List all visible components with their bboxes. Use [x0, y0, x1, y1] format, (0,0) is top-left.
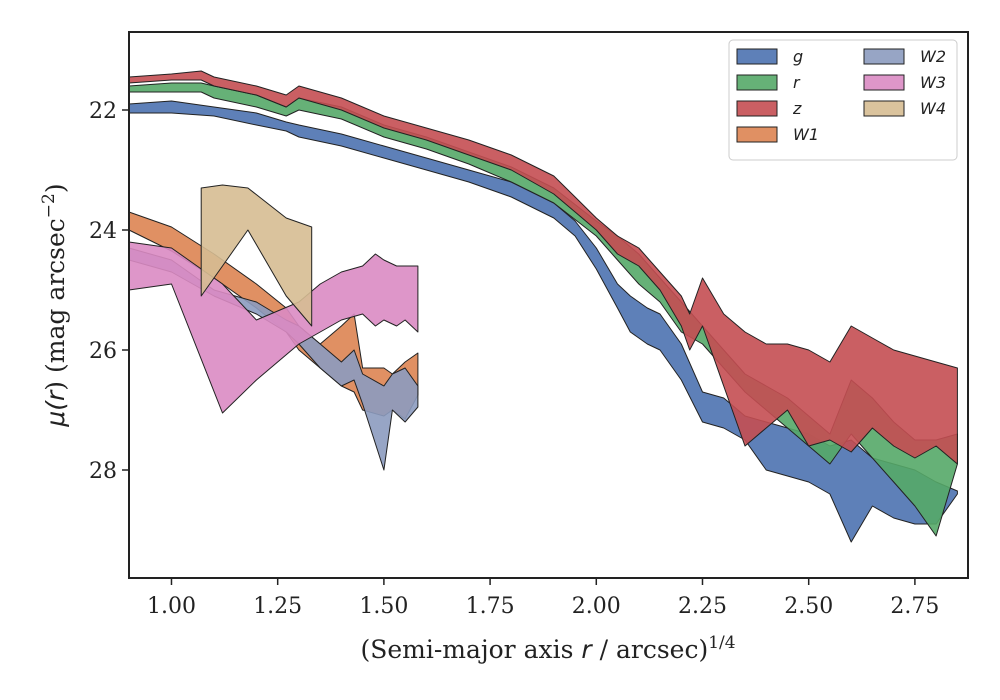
x-tick-label: 2.75	[890, 594, 939, 619]
legend-swatch-w3	[863, 74, 905, 91]
y-axis: 22 24 26 28	[89, 99, 129, 484]
series-band-w4	[200, 184, 313, 327]
x-tick-label: 1.00	[147, 594, 196, 619]
legend-label-r: r	[793, 73, 801, 92]
x-tick-label: 1.50	[359, 594, 408, 619]
series-band-z	[128, 70, 958, 465]
legend-label-w4: W4	[920, 99, 946, 118]
x-axis: 1.00 1.25 1.50 1.75 2.00 2.25 2.50 2.75	[147, 578, 939, 619]
plot-frame	[128, 31, 969, 579]
legend-label-w3: W3	[920, 73, 946, 92]
legend-label-w1: W1	[793, 125, 819, 144]
series-layer	[128, 70, 958, 543]
y-tick-label: 26	[89, 339, 117, 364]
legend-swatch-w1	[736, 126, 778, 143]
x-tick-label: 2.25	[678, 594, 727, 619]
legend-label-z: z	[792, 99, 802, 118]
legend-swatch-r	[736, 74, 778, 91]
y-axis-label: μ(r) (mag arcsec−2)	[39, 183, 70, 427]
legend: grz W1 W2 W3 W4	[728, 39, 958, 161]
legend-box	[728, 39, 958, 161]
x-tick-label: 2.00	[572, 594, 621, 619]
x-tick-label: 1.75	[466, 594, 515, 619]
legend-label-w2: W2	[920, 47, 946, 66]
legend-swatch-w4	[863, 100, 905, 117]
legend-swatch-z	[736, 100, 778, 117]
x-tick-label: 2.50	[784, 594, 833, 619]
y-tick-label: 22	[89, 99, 117, 124]
x-tick-label: 1.25	[253, 594, 302, 619]
legend-label-g: g	[793, 47, 803, 66]
legend-swatch-g	[736, 48, 778, 65]
legend-swatch-w2	[863, 48, 905, 65]
y-tick-label: 24	[89, 219, 117, 244]
x-axis-label: (Semi-major axis r / arcsec)1/4	[360, 633, 735, 664]
y-tick-label: 28	[89, 459, 117, 484]
